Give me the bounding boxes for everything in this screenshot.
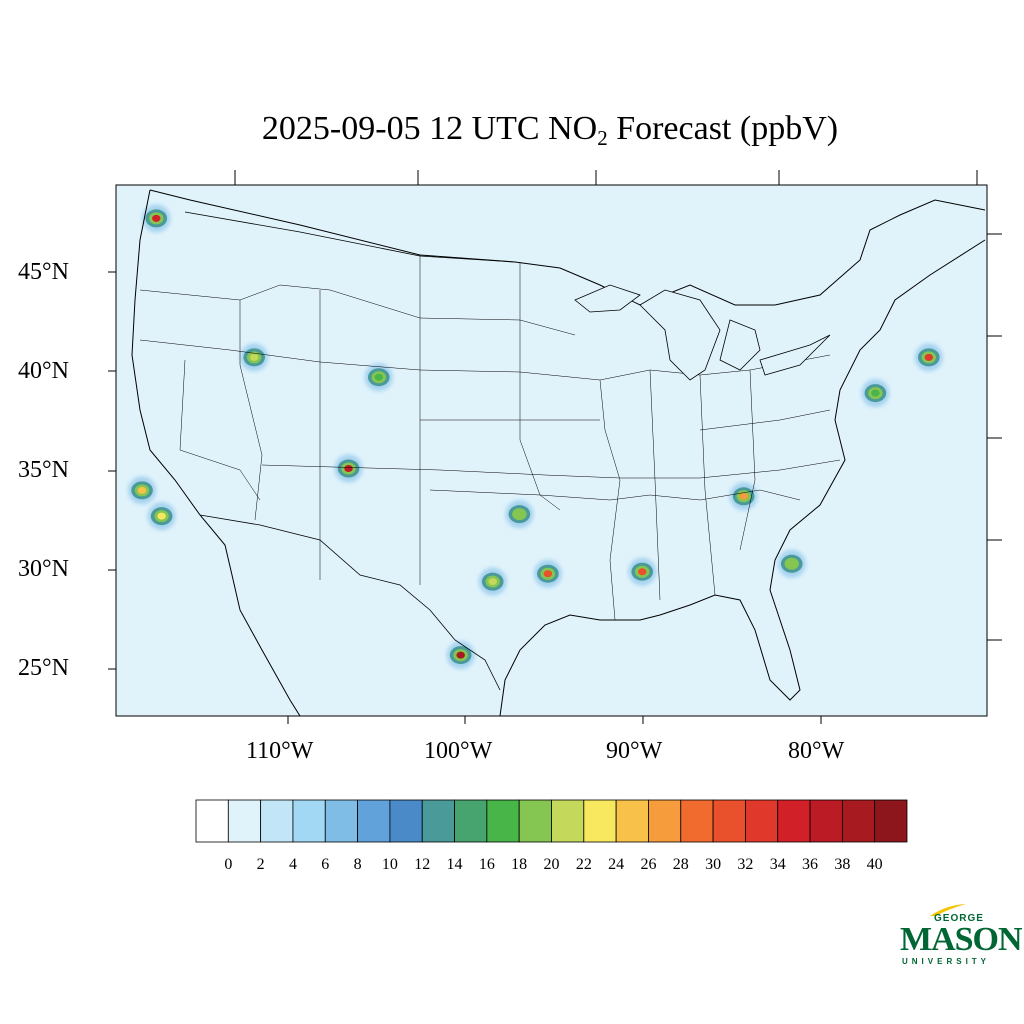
hotspot-ring xyxy=(65,414,87,432)
colorbar-tick-label: 14 xyxy=(446,856,463,873)
canada-border xyxy=(184,211,516,263)
map-background xyxy=(116,185,987,716)
hotspot-ring xyxy=(787,560,796,568)
lon-label-80: 80°W xyxy=(788,738,845,764)
colorbar-tick-label: 18 xyxy=(511,856,528,873)
hotspot-ring xyxy=(249,353,259,361)
title-prefix: 2025-09-05 12 UTC NO xyxy=(261,110,598,147)
colorbar-tick-label: 12 xyxy=(414,856,431,873)
hotspot-ring xyxy=(924,353,933,361)
colorbar-box xyxy=(712,799,746,843)
hotspot-ring xyxy=(69,417,83,429)
colorbar-box xyxy=(421,799,455,843)
hotspot-ring xyxy=(374,373,383,381)
colorbar-box xyxy=(874,799,908,843)
hotspot-ring xyxy=(543,570,553,578)
hotspot-ring xyxy=(488,578,497,586)
state-lines xyxy=(139,255,841,621)
colorbar xyxy=(195,799,908,843)
colorbar-box xyxy=(227,799,262,843)
colorbar-tick-label: 36 xyxy=(802,856,819,873)
colorbar-tick-label: 32 xyxy=(737,856,754,873)
colorbar-tick-label: 30 xyxy=(705,856,722,873)
hotspot-ring xyxy=(152,214,161,222)
colorbar-box xyxy=(260,799,294,843)
hotspot-ring xyxy=(62,214,76,226)
colorbar-box xyxy=(518,799,552,843)
colorbar-box xyxy=(292,799,326,843)
mexico-border xyxy=(199,514,501,691)
colorbar-tick-label: 0 xyxy=(224,856,233,873)
hotspot-ring xyxy=(871,389,880,397)
hotspot-ring xyxy=(44,180,66,198)
colorbar-tick-label: 40 xyxy=(866,856,883,873)
colorbar-box xyxy=(809,799,843,843)
lat-label-35: 35°N xyxy=(18,457,69,483)
colorbar-box xyxy=(324,799,358,843)
colorbar-tick-label: 4 xyxy=(288,856,297,873)
colorbar-tick-label: 2 xyxy=(256,856,265,873)
hotspot-ring xyxy=(456,651,465,659)
colorbar-tick-label: 20 xyxy=(543,856,560,873)
lon-label-90: 90°W xyxy=(606,738,663,764)
colorbar-box xyxy=(486,799,520,843)
axis-ticks xyxy=(108,170,1002,724)
colorbar-box xyxy=(777,799,811,843)
colorbar-box xyxy=(745,799,779,843)
title-suffix: Forecast (ppbV) xyxy=(607,110,839,147)
plume-halo xyxy=(55,206,83,234)
colorbar-box xyxy=(454,799,488,843)
title-subscript: 2 xyxy=(597,126,608,150)
lon-label-110: 110°W xyxy=(246,738,314,764)
logo-swoosh-icon xyxy=(930,904,966,916)
plume-halo xyxy=(62,409,90,437)
colorbar-tick-label: 22 xyxy=(575,856,592,873)
colorbar-tick-label: 34 xyxy=(769,856,786,873)
hotspot-ring xyxy=(344,465,353,473)
colorbar-box xyxy=(680,799,714,843)
hotspot-ring xyxy=(72,419,80,426)
colorbar-tick-label: 28 xyxy=(672,856,689,873)
colorbar-tick-label: 24 xyxy=(608,856,625,873)
map-content xyxy=(41,175,986,716)
chart-title: 2025-09-05 12 UTC NO2 Forecast (ppbV) xyxy=(0,110,1024,151)
gmu-logo: GEORGE MASON UNIVERSITY xyxy=(898,903,1023,973)
lat-label-45: 45°N xyxy=(18,259,69,285)
colorbar-box xyxy=(583,799,617,843)
colorbar-tick-label: 10 xyxy=(381,856,398,873)
colorbar-tick-label: 38 xyxy=(834,856,851,873)
hotspot-ring xyxy=(739,492,748,500)
hotspot-ring xyxy=(157,512,166,520)
colorbar-box xyxy=(195,799,229,843)
colorbar-tick-label: 6 xyxy=(321,856,330,873)
lat-label-25: 25°N xyxy=(18,655,69,681)
lat-label-30: 30°N xyxy=(18,556,69,582)
lat-label-40: 40°N xyxy=(18,358,69,384)
colorbar-tick-label: 8 xyxy=(353,856,362,873)
hotspot-ring xyxy=(58,211,80,229)
colorbar-box xyxy=(648,799,682,843)
hotspot-ring xyxy=(48,183,62,195)
logo-line-george: GEORGE xyxy=(934,913,984,924)
hotspot-ring xyxy=(65,217,73,224)
great-lakes xyxy=(574,284,831,381)
colorbar-tick-label: 16 xyxy=(478,856,495,873)
colorbar-box xyxy=(615,799,649,843)
map-frame xyxy=(115,184,988,717)
logo-line-university: UNIVERSITY xyxy=(902,957,991,966)
colorbar-box xyxy=(357,799,391,843)
colorbar-tick-label: 26 xyxy=(640,856,657,873)
colorbar-box xyxy=(551,799,585,843)
colorbar-box xyxy=(841,799,876,843)
hotspot-ring xyxy=(515,510,524,518)
us-outline xyxy=(131,189,986,716)
hotspot-ring xyxy=(137,486,147,494)
hotspot-ring xyxy=(51,185,59,192)
colorbar-box xyxy=(389,799,423,843)
plume-halo xyxy=(41,175,69,203)
lon-label-100: 100°W xyxy=(424,738,493,764)
logo-line-mason: MASON xyxy=(900,921,1023,958)
hotspot-ring xyxy=(638,568,647,576)
